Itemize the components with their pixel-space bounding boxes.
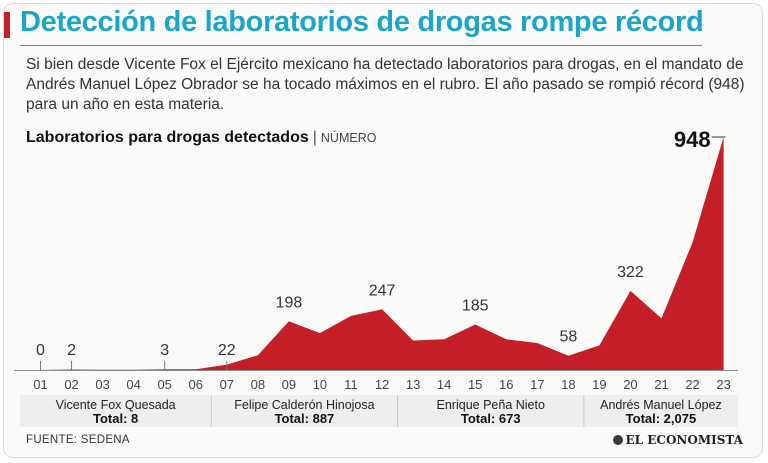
x-tick-label: 17 <box>530 377 544 392</box>
x-tick-label: 19 <box>592 377 606 392</box>
x-tick-label: 12 <box>375 377 389 392</box>
period-total: Total: 8 <box>93 411 138 426</box>
data-label: 948 <box>674 127 711 152</box>
x-tick-label: 16 <box>499 377 513 392</box>
data-label: 22 <box>218 342 236 359</box>
period-name: Felipe Calderón Hinojosa <box>234 398 374 412</box>
x-tick-label: 02 <box>64 377 78 392</box>
x-tick-label: 01 <box>33 377 47 392</box>
chart-title: Laboratorios para drogas detectados | NÚME… <box>26 129 376 147</box>
data-label: 247 <box>369 282 396 299</box>
source-note: FUENTE: SEDENA <box>26 434 130 446</box>
x-tick-label: 23 <box>716 377 730 392</box>
logo-text: EL ECONOMISTA <box>625 433 743 447</box>
x-tick-label: 14 <box>437 377 451 392</box>
period-total: Total: 887 <box>275 411 335 426</box>
data-label: 198 <box>276 294 303 311</box>
x-tick-label: 08 <box>251 377 265 392</box>
chart-unit: NÚMERO <box>320 131 377 145</box>
description-text: Si bien desde Vicente Fox el Ejército me… <box>26 56 745 113</box>
period-total: Total: 673 <box>461 411 521 426</box>
x-tick-label: 04 <box>126 377 140 392</box>
data-label: 2 <box>67 342 76 359</box>
period-name: Vicente Fox Quesada <box>56 398 176 412</box>
area-series <box>14 137 724 370</box>
data-label: 185 <box>462 298 489 315</box>
chart-title-text: Laboratorios para drogas detectados <box>26 129 309 146</box>
x-tick-label: 10 <box>313 377 327 392</box>
period-total: Total: 2,075 <box>626 411 697 426</box>
x-tick-label: 09 <box>282 377 296 392</box>
x-tick-label: 15 <box>468 377 482 392</box>
data-label: 3 <box>160 342 169 359</box>
title-divider <box>20 45 702 46</box>
x-tick-label: 22 <box>685 377 699 392</box>
x-tick-label: 06 <box>189 377 203 392</box>
x-tick-label: 13 <box>406 377 420 392</box>
data-label: 0 <box>36 342 45 359</box>
chart-title-separator: | <box>312 129 317 146</box>
page-title: Detección de laboratorios de drogas romp… <box>20 6 704 38</box>
x-tick-label: 11 <box>344 377 358 392</box>
period-name: Andrés Manuel López <box>600 398 722 412</box>
logo-mark-icon <box>612 435 623 445</box>
data-label: 322 <box>617 264 644 281</box>
period-band-background <box>20 395 738 427</box>
data-label: 58 <box>559 329 577 346</box>
infographic-frame <box>3 3 763 458</box>
x-tick-label: 18 <box>561 377 575 392</box>
x-tick-label: 03 <box>95 377 109 392</box>
publisher-logo: EL ECONOMISTA <box>612 433 743 447</box>
x-tick-label: 21 <box>654 377 668 392</box>
period-name: Enrique Peña Nieto <box>437 398 545 412</box>
x-tick-label: 07 <box>220 377 234 392</box>
x-tick-label: 05 <box>157 377 171 392</box>
x-tick-label: 20 <box>623 377 637 392</box>
title-accent-bar <box>4 12 10 38</box>
